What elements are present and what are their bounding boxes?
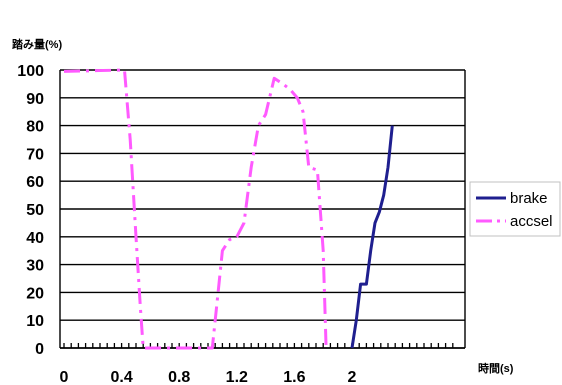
x-tick-label-2: 2: [348, 369, 357, 385]
y-tick-label-50: 50: [26, 202, 44, 219]
y-tick-label-70: 70: [26, 146, 44, 163]
x-axis: [60, 343, 465, 349]
x-tick-label-0_8: 0.8: [168, 369, 190, 385]
x-tick-label-0: 0: [60, 369, 69, 385]
legend-box: [469, 181, 561, 237]
legend-label-brake: brake: [510, 190, 548, 207]
y-tick-label-90: 90: [26, 91, 44, 108]
plot-frame: [59, 70, 466, 348]
y-axis-title: 踏み量(%): [12, 37, 62, 51]
series-lines: [63, 68, 394, 350]
y-tick-label-10: 10: [26, 313, 44, 330]
y-tick-label-30: 30: [26, 258, 44, 275]
y-tick-label-40: 40: [26, 230, 44, 247]
series-line-brake: [350, 125, 394, 349]
series-line-accsel: [63, 68, 328, 350]
legend-label-accsel: accsel: [510, 213, 553, 230]
x-tick-label-0_4: 0.4: [110, 369, 132, 385]
y-tick-label-100: 100: [17, 63, 44, 80]
x-tick-label-1_6: 1.6: [283, 369, 305, 385]
gridlines: [60, 69, 465, 349]
x-tick-label-1_2: 1.2: [226, 369, 248, 385]
x-axis-title: 時間(s): [478, 361, 514, 375]
y-tick-label-60: 60: [26, 174, 44, 191]
x-tick-labels: 0 0.4 0.8 1.2 1.6 2: [60, 369, 357, 385]
y-tick-label-80: 80: [26, 119, 44, 136]
y-tick-label-0: 0: [35, 341, 44, 358]
y-tick-labels: 0 10 20 30 40 50 60 70 80 90 100: [17, 63, 44, 358]
y-tick-label-20: 20: [26, 285, 44, 302]
legend: brake accsel: [469, 181, 561, 237]
